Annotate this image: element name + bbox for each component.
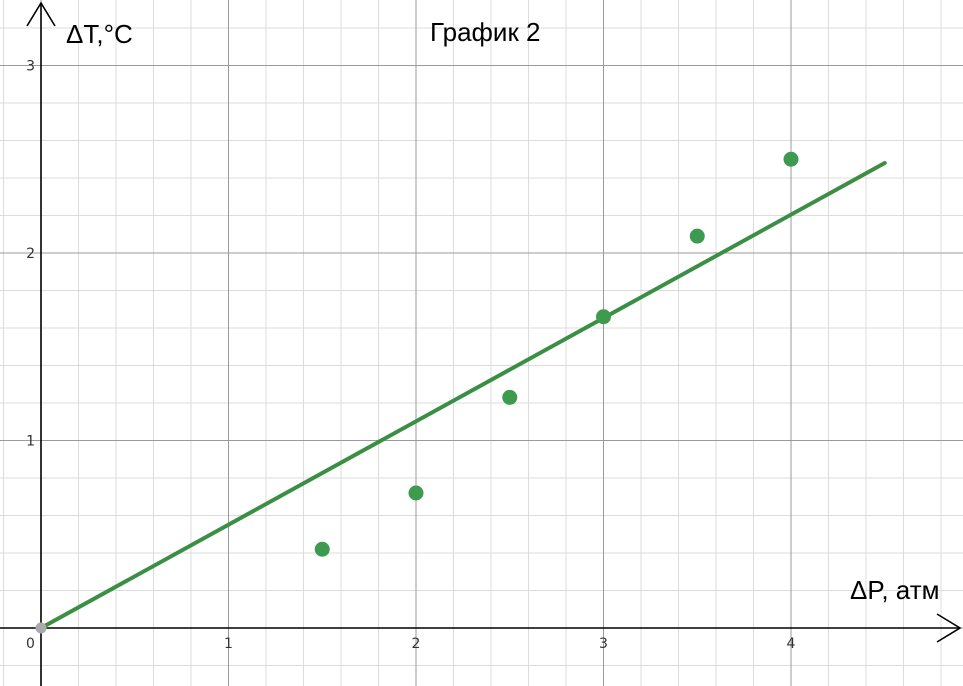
y-tick-label: 3 [26,59,35,75]
x-tick-label: 3 [599,636,608,652]
origin-point [35,622,47,634]
y-axis-arrow [26,1,56,27]
fit-line-group [35,161,887,634]
y-tick-label: 1 [26,434,35,450]
x-axis-arrow [936,613,962,643]
fit-line [39,161,887,630]
origin-label: 0 [26,636,35,652]
y-tick-labels: 1 2 3 [26,59,35,450]
data-point [408,485,424,501]
data-point [314,541,330,557]
data-point [783,151,799,167]
data-points [314,151,799,557]
x-tick-label: 2 [412,636,421,652]
data-point [502,389,518,405]
data-point [689,228,705,244]
y-axis-label: ΔT,°C [66,19,133,49]
x-tick-label: 1 [224,636,233,652]
data-point [596,309,611,325]
x-tick-labels: 1 2 3 4 [224,636,796,652]
chart-title: График 2 [430,17,541,47]
x-axis-label: ΔP, атм [850,575,939,605]
x-tick-label: 4 [787,636,796,652]
y-tick-label: 2 [26,246,35,262]
